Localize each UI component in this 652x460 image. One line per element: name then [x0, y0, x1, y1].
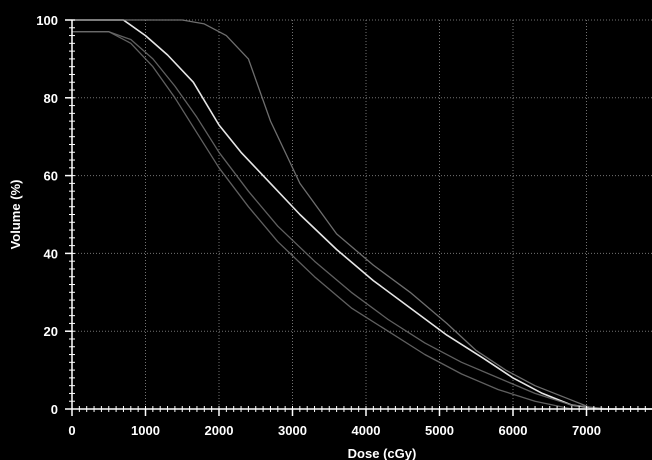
y-tick-label-0: 0: [51, 402, 58, 417]
y-tick-label-80: 80: [44, 91, 58, 106]
x-tick-label-7000: 7000: [572, 423, 601, 438]
x-tick-label-0: 0: [68, 423, 75, 438]
y-tick-label-100: 100: [36, 13, 58, 28]
y-tick-label-60: 60: [44, 169, 58, 184]
tick-labels: 0100020003000400050006000700080204060801…: [36, 13, 601, 438]
x-tick-label-2000: 2000: [205, 423, 234, 438]
series-line-1: [72, 19, 652, 410]
x-axis-title: Dose (cGy): [348, 446, 417, 460]
y-tick-label-20: 20: [44, 324, 58, 339]
axes: [65, 19, 652, 416]
x-tick-label-6000: 6000: [499, 423, 528, 438]
series-line-2: [72, 19, 652, 410]
x-tick-label-5000: 5000: [425, 423, 454, 438]
x-tick-label-3000: 3000: [278, 423, 307, 438]
y-tick-label-40: 40: [44, 246, 58, 261]
x-tick-label-4000: 4000: [352, 423, 381, 438]
series-group: [72, 19, 652, 410]
series-line-4: [72, 31, 652, 410]
x-tick-label-1000: 1000: [131, 423, 160, 438]
y-axis-title: Volume (%): [8, 180, 23, 250]
series-line-3: [72, 31, 652, 410]
